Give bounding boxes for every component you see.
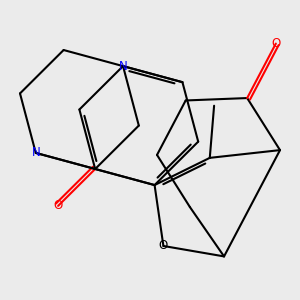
Text: N: N (119, 60, 128, 73)
Text: O: O (53, 200, 63, 212)
Text: O: O (159, 239, 168, 253)
Text: N: N (32, 146, 40, 159)
Text: O: O (271, 37, 280, 50)
